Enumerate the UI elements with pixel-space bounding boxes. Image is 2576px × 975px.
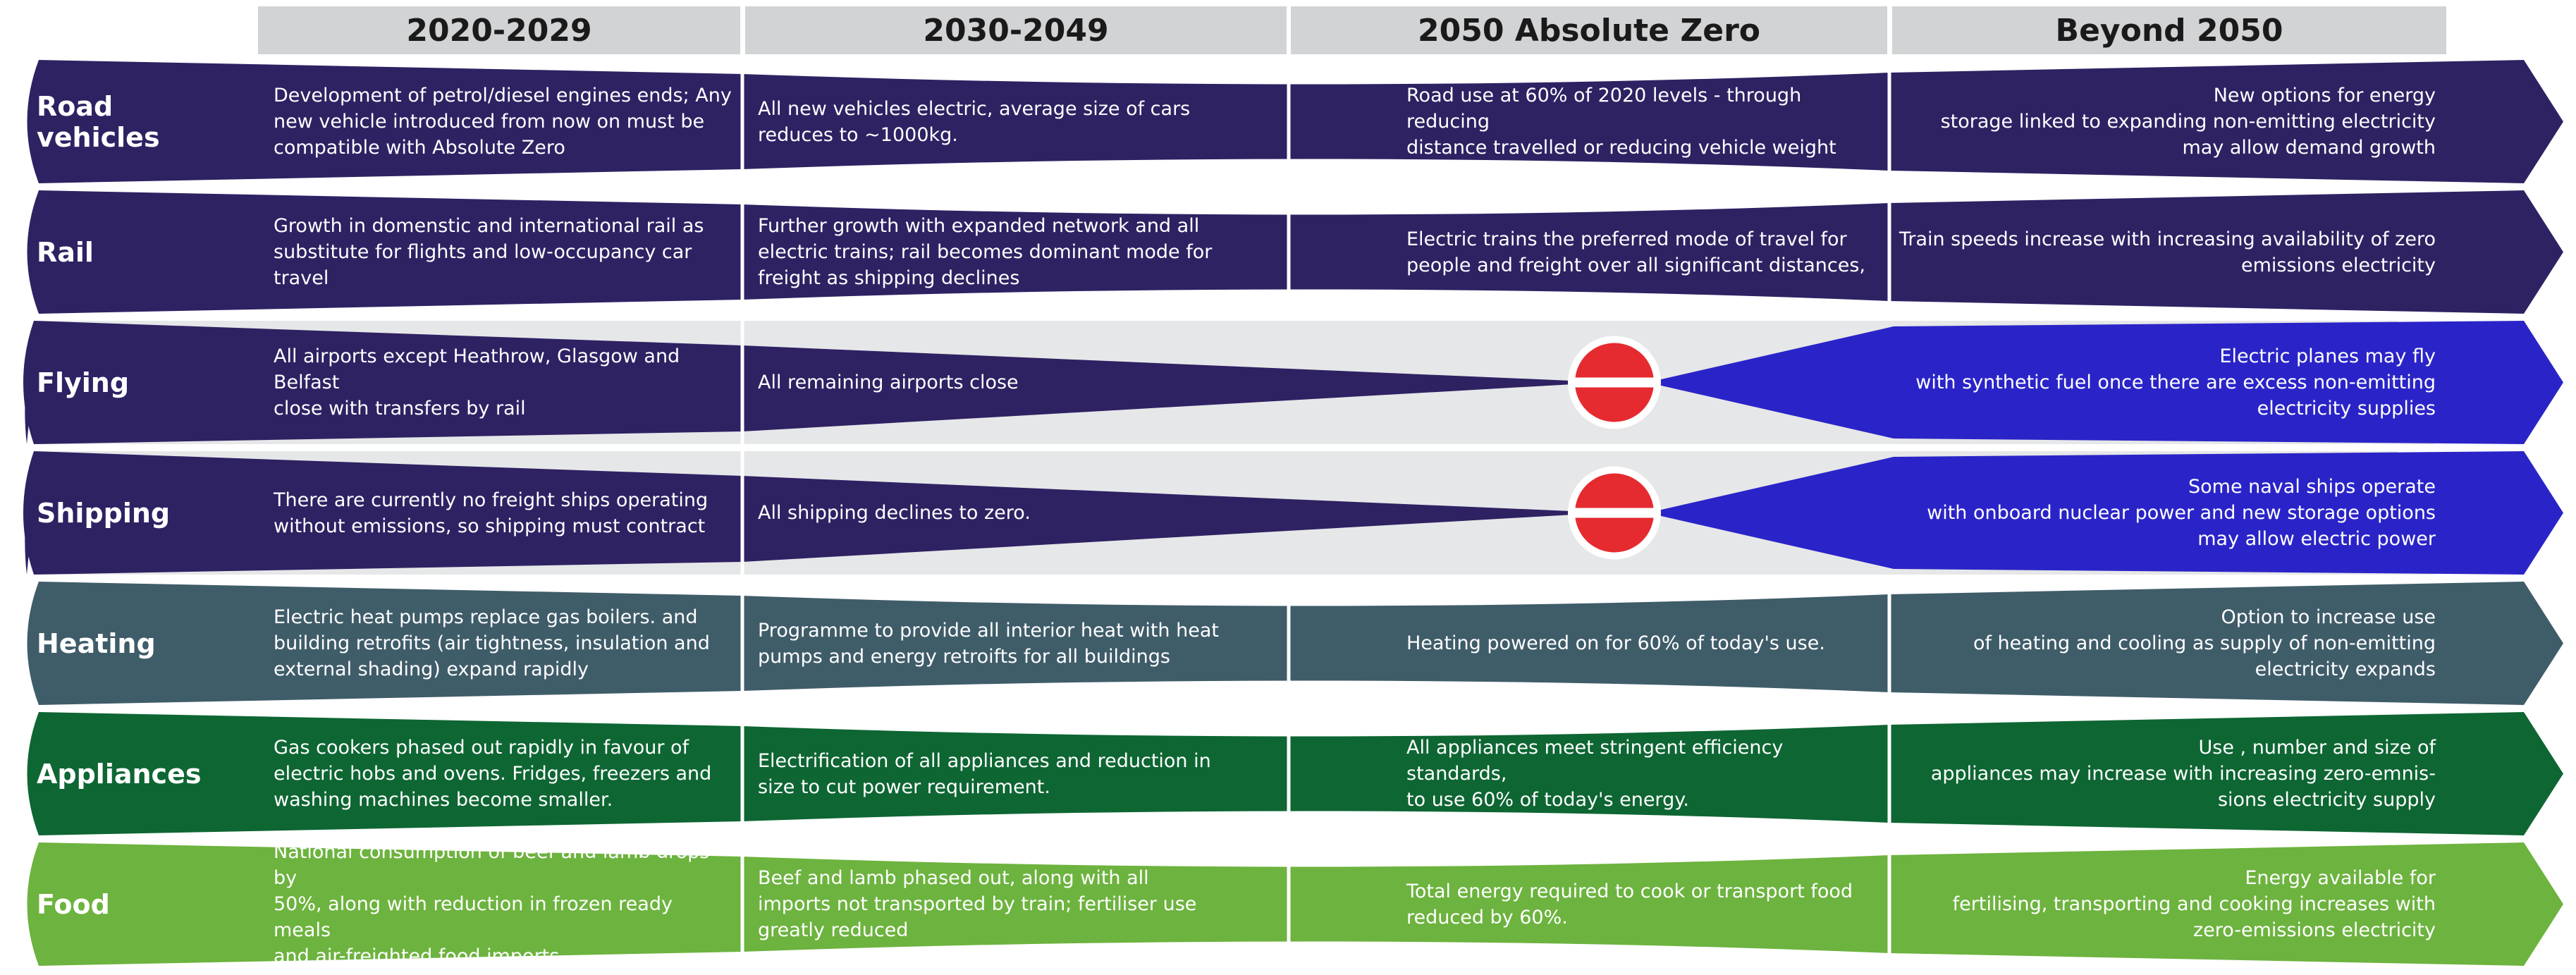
header-2020-2029: 2020-2029 xyxy=(258,6,740,54)
cell-road-beyond: New options for energy storage linked to… xyxy=(1940,85,2436,159)
band-wedge-left-flying xyxy=(34,321,1579,444)
row-label-heating: Heating xyxy=(37,627,156,659)
cell-appliances-2030: Electrification of all appliances and re… xyxy=(758,749,1211,798)
cell-flying-beyond: Electric planes may fly with synthetic f… xyxy=(1915,345,2436,419)
row-label-shipping: Shipping xyxy=(37,497,171,529)
cell-rail-2050: Electric trains the preferred mode of tr… xyxy=(1406,228,1866,276)
cell-food-2030: Beef and lamb phased out, along with all… xyxy=(758,867,1197,941)
band-rail xyxy=(27,190,2563,314)
row-label-food: Food xyxy=(37,888,110,920)
cell-heating-beyond: Option to increase use of heating and co… xyxy=(1973,606,2436,680)
cell-shipping-2030: All shipping declines to zero. xyxy=(758,502,1031,524)
band-wedge-right-flying xyxy=(1657,321,2563,444)
cell-flying-2030: All remaining airports close xyxy=(758,372,1019,393)
band-appliances xyxy=(27,712,2563,835)
band-wedge-left-shipping xyxy=(34,451,1579,575)
cell-heating-2050: Heating powered on for 60% of today's us… xyxy=(1406,632,1825,654)
cell-rail-2020: Growth in domenstic and international ra… xyxy=(274,215,704,289)
band-round-flying xyxy=(23,321,34,444)
cell-appliances-2020: Gas cookers phased out rapidly in favour… xyxy=(274,737,712,811)
cell-road-2050: Road use at 60% of 2020 levels - through… xyxy=(1406,85,1836,159)
cell-shipping-beyond: Some naval ships operate with onboard nu… xyxy=(1927,476,2436,550)
cell-food-2050: Total energy required to cook or transpo… xyxy=(1406,880,1853,928)
no-entry-icon-bar xyxy=(1575,377,1654,388)
cell-rail-2030: Further growth with expanded network and… xyxy=(758,215,1213,289)
cell-appliances-beyond: Use , number and size of appliances may … xyxy=(1930,737,2436,811)
header-2030-2049: 2030-2049 xyxy=(745,6,1287,54)
cell-flying-2020: All airports except Heathrow, Glasgow an… xyxy=(274,345,680,419)
cell-heating-2020: Electric heat pumps replace gas boilers.… xyxy=(274,606,710,680)
no-entry-icon-bar xyxy=(1575,508,1654,518)
band-food xyxy=(27,842,2563,966)
header-2050-absolute-zero: 2050 Absolute Zero xyxy=(1291,6,1887,54)
cell-shipping-2020: There are currently no freight ships ope… xyxy=(274,489,709,537)
row-label-road-vehicles: Road vehicles xyxy=(37,90,160,153)
cell-road-2020: Development of petrol/diesel engines end… xyxy=(274,85,732,159)
cell-road-2030: All new vehicles electric, average size … xyxy=(758,97,1191,146)
band-round-shipping xyxy=(23,451,34,575)
band-wedge-right-shipping xyxy=(1657,451,2563,575)
cell-appliances-2050: All appliances meet stringent efficiency… xyxy=(1406,737,1784,811)
band-heating xyxy=(27,582,2563,705)
row-label-rail: Rail xyxy=(37,236,94,268)
band-road-vehicles xyxy=(27,60,2563,183)
row-label-flying: Flying xyxy=(37,367,130,398)
header-beyond-2050: Beyond 2050 xyxy=(1892,6,2446,54)
cell-heating-2030: Programme to provide all interior heat w… xyxy=(758,619,1219,668)
cell-food-2020: National consumption of beef and lamb dr… xyxy=(274,841,710,967)
row-label-appliances: Appliances xyxy=(37,758,202,790)
cell-food-beyond: Energy available for fertilising, transp… xyxy=(1952,867,2436,941)
cell-rail-beyond: Train speeds increase with increasing av… xyxy=(1899,228,2436,276)
